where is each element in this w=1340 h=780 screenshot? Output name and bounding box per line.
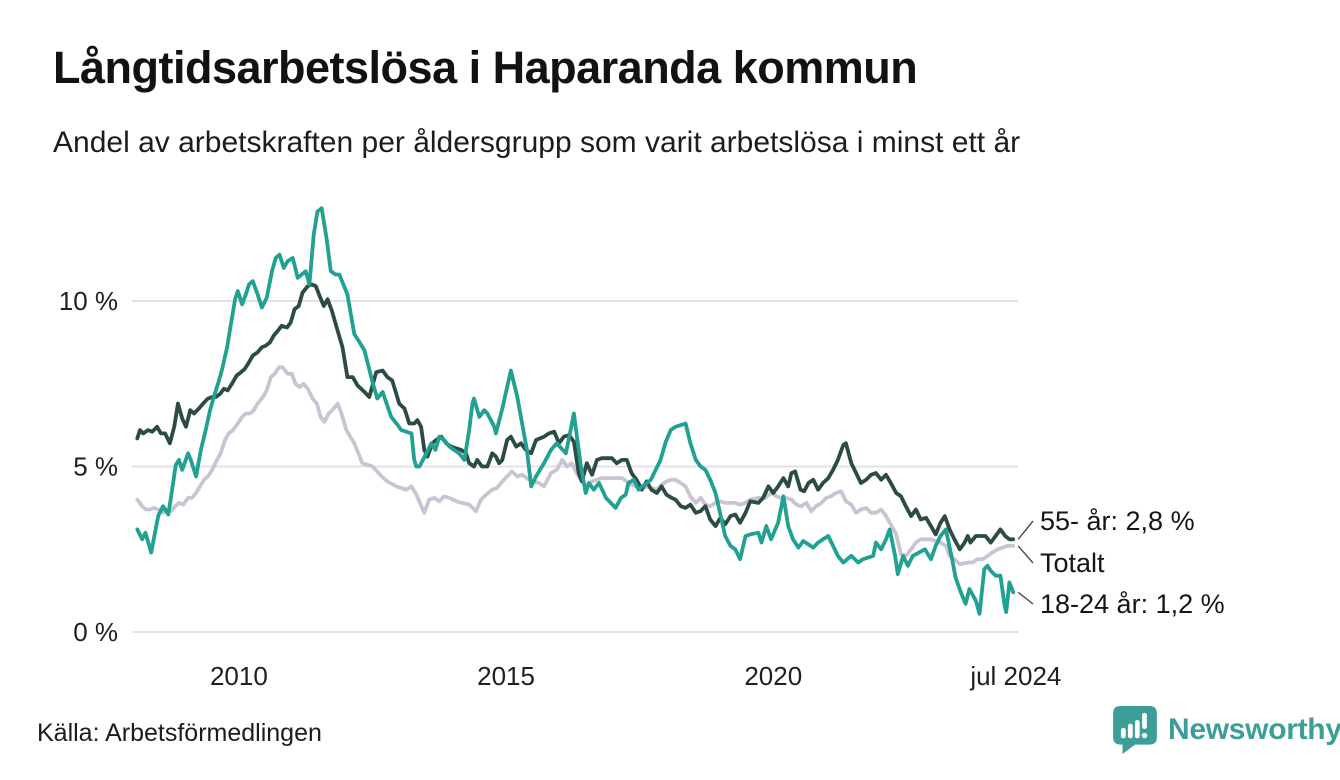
page-title: Långtidsarbetslösa i Haparanda kommun — [53, 42, 918, 93]
logo-exclamation-dot — [1141, 732, 1148, 739]
annotation-leader-line — [1017, 591, 1034, 605]
y-tick-label: 0 % — [73, 617, 118, 647]
annotation-label: 18-24 år: 1,2 % — [1040, 589, 1225, 619]
logo-bar-2 — [1127, 723, 1133, 739]
newsworthy-logo-text: Newsworthy — [1168, 713, 1340, 746]
x-tick-label: 2020 — [744, 661, 802, 691]
y-tick-label: 10 % — [59, 286, 118, 316]
newsworthy-logo: Newsworthy — [1112, 705, 1340, 755]
logo-bar-3 — [1134, 720, 1140, 739]
annotation-label: Totalt — [1040, 548, 1105, 578]
x-tick-label: jul 2024 — [969, 661, 1061, 691]
annotation-leader-line — [1017, 520, 1034, 540]
x-tick-label: 2015 — [477, 661, 535, 691]
series-line-18-24-r — [135, 206, 1016, 616]
logo-exclamation-bar — [1142, 712, 1147, 729]
source-note: Källa: Arbetsförmedlingen — [37, 719, 322, 747]
logo-bar-1 — [1120, 727, 1126, 739]
annotation-label: 55- år: 2,8 % — [1040, 506, 1195, 536]
x-tick-label: 2010 — [210, 661, 268, 691]
newsworthy-logo-icon — [1113, 706, 1157, 754]
series-line-totalt — [135, 365, 1016, 566]
annotation-leader-line — [1017, 545, 1034, 564]
y-tick-label: 5 % — [73, 452, 118, 482]
page-subtitle: Andel av arbetskraften per åldersgrupp s… — [53, 126, 1021, 159]
